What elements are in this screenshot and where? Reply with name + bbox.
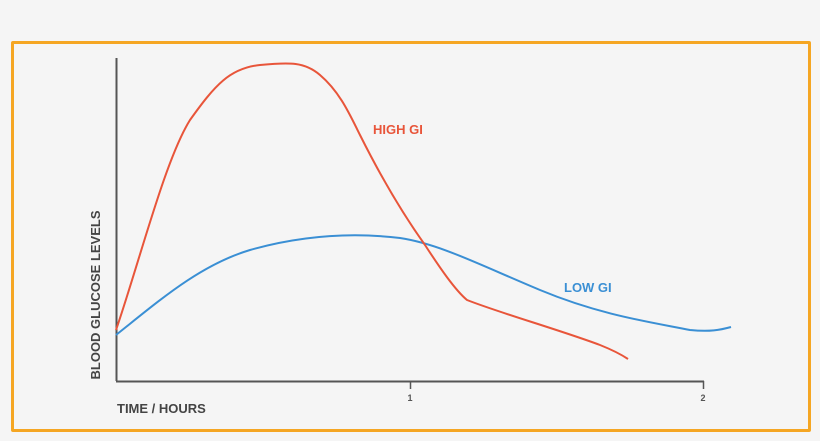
chart-frame	[11, 41, 811, 432]
x-tick-label-2: 2	[700, 393, 705, 403]
x-axis-label: TIME / HOURS	[117, 401, 206, 416]
high-gi-label: HIGH GI	[373, 122, 423, 137]
low-gi-label: LOW GI	[564, 280, 612, 295]
low-gi-line	[115, 234, 732, 336]
y-axis-label: BLOOD GLUCOSE LEVELS	[88, 210, 103, 379]
x-tick-label-1: 1	[407, 393, 412, 403]
high-gi-line	[115, 62, 629, 360]
